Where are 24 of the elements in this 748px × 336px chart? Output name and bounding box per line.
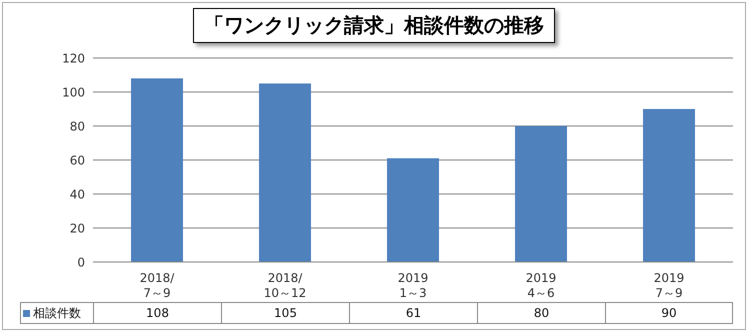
y-tick-label: 80 [70, 119, 85, 134]
y-tick-label: 60 [70, 153, 85, 168]
bar [515, 126, 567, 262]
data-label: 105 [221, 302, 349, 324]
bar [643, 109, 695, 262]
y-tick-label: 20 [70, 221, 85, 236]
chart-title: 「ワンクリック請求」相談件数の推移 [193, 8, 555, 43]
x-tick-label: 2018/ 7～9 [140, 271, 176, 300]
data-label: 108 [93, 302, 221, 324]
bar [259, 84, 311, 262]
y-tick-label: 100 [62, 85, 85, 100]
x-tick-label: 2018/ 10～12 [264, 271, 306, 300]
y-tick-label: 120 [62, 51, 85, 66]
x-tick-label: 2019 1～3 [398, 271, 428, 300]
x-tick-label: 2019 7～9 [654, 271, 684, 300]
y-tick-label: 0 [77, 255, 85, 270]
data-label: 90 [605, 302, 733, 324]
legend-label: 相談件数 [20, 302, 93, 324]
x-tick-label: 2019 4～6 [526, 271, 556, 300]
bar [387, 158, 439, 262]
data-label: 80 [477, 302, 605, 324]
bar [131, 78, 183, 262]
data-label: 61 [349, 302, 477, 324]
y-tick-label: 40 [70, 187, 85, 202]
